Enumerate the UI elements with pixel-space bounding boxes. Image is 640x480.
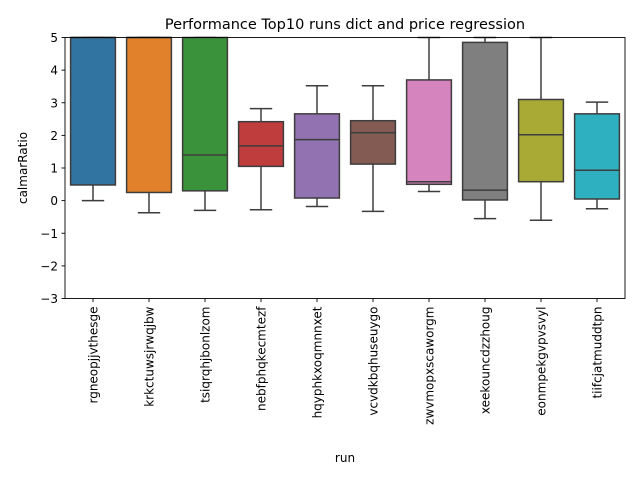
x-tick-label: tiifcjatmuddtpn [591,307,605,399]
y-tick-label: 2 [50,129,58,143]
x-tick-label: rgneopjjvthesge [87,307,101,404]
box-body [461,41,509,201]
box-body [237,120,285,168]
y-tick-label: 5 [50,31,58,45]
box-body [293,113,341,199]
x-axis: rgneopjjvthesge krkctuwsjrwqjbw tsiqrqhjbo… [87,298,605,425]
box-body [573,113,621,200]
box-body [349,119,397,165]
x-tick-label: nebfphqkecmtezf [255,306,269,411]
x-tick-label: vcvdkbqhuseuygo [367,307,381,416]
x-tick-label: hqyphkxoqmnnxet [311,306,325,418]
y-axis: −3 −2 −1 0 1 2 3 4 5 [40,31,65,306]
y-tick-label: −3 [40,292,58,306]
boxes-group [69,36,621,221]
x-axis-label: run [335,451,355,465]
y-tick-label: −2 [40,259,58,273]
x-tick-label: zwvmopxscaworgm [423,307,437,425]
y-tick-label: −1 [40,227,58,241]
y-tick-label: 4 [50,64,58,78]
x-tick-label: krkctuwsjrwqjbw [143,306,157,406]
box-body [517,98,565,183]
x-tick-label: eonmpekgvpvsvyl [535,307,549,416]
box-body [69,36,117,186]
x-tick-label: xeekouncdzzhoug [479,307,493,415]
box-body [125,36,173,194]
y-tick-label: 0 [50,194,58,208]
y-tick-label: 1 [50,162,58,176]
box-body [181,36,229,192]
y-axis-label: calmarRatio [16,132,30,204]
box-body [405,79,453,186]
y-tick-label: 3 [50,96,58,110]
chart-title: Performance Top10 runs dict and price re… [165,17,525,33]
x-tick-label: tsiqrqhjbonlzom [199,307,213,403]
